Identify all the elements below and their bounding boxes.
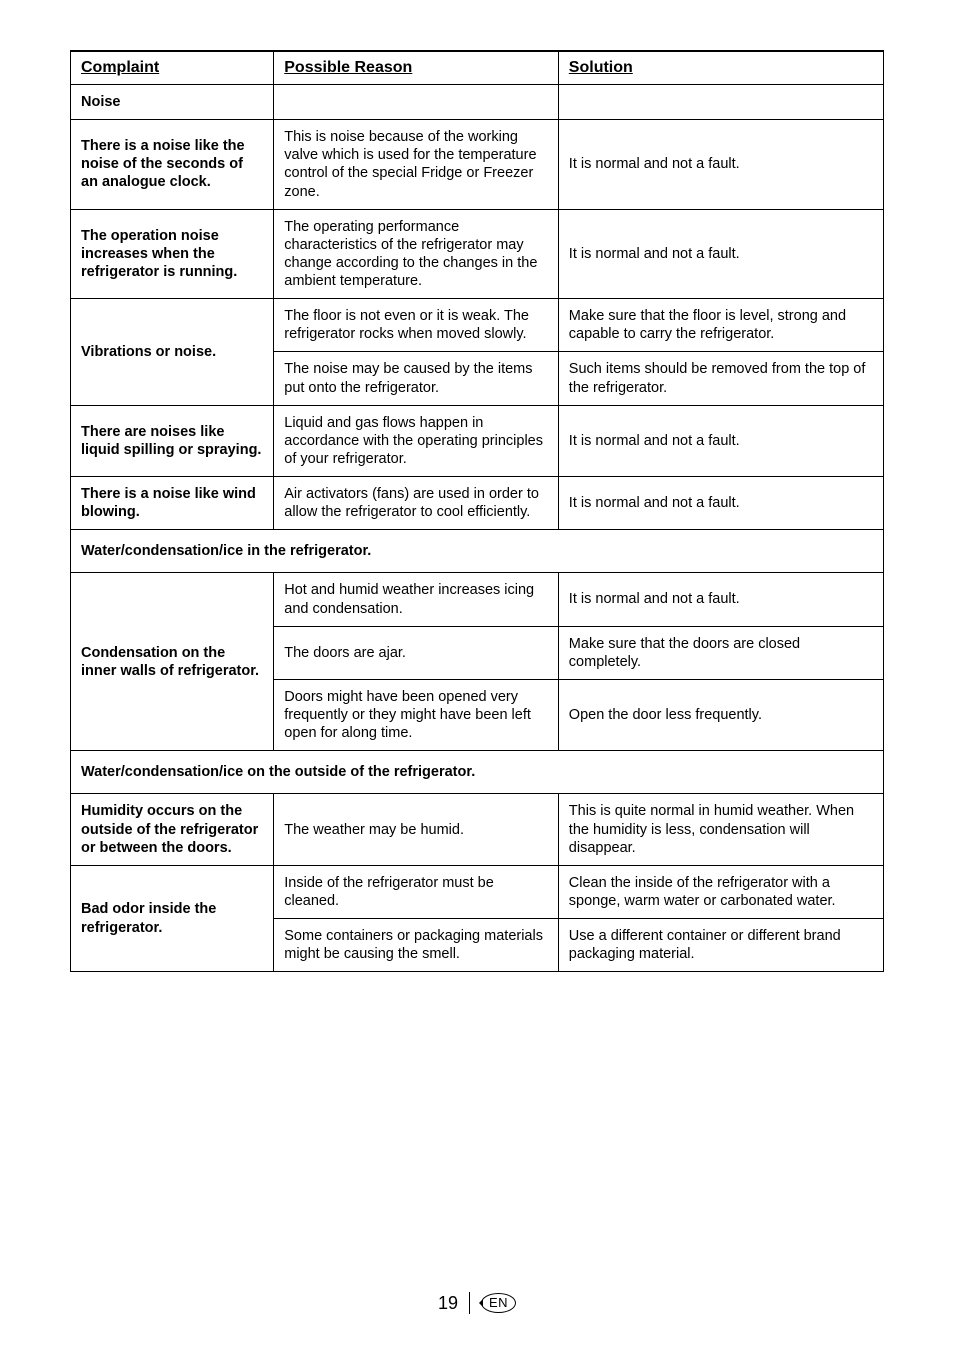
reason-cell: The noise may be caused by the items put… bbox=[274, 352, 559, 405]
table-row: Humidity occurs on the outside of the re… bbox=[71, 794, 884, 865]
complaint-cell: Condensation on the inner walls of refri… bbox=[71, 573, 274, 751]
table-row: Vibrations or noise.The floor is not eve… bbox=[71, 299, 884, 352]
reason-cell: The weather may be humid. bbox=[274, 794, 559, 865]
reason-cell: Doors might have been opened very freque… bbox=[274, 679, 559, 750]
solution-cell bbox=[558, 85, 883, 120]
complaint-cell: Bad odor inside the refrigerator. bbox=[71, 865, 274, 972]
solution-cell: It is normal and not a fault. bbox=[558, 573, 883, 626]
complaint-cell: There is a noise like wind blowing. bbox=[71, 477, 274, 530]
table-row: Bad odor inside the refrigerator.Inside … bbox=[71, 865, 884, 918]
reason-cell: The operating performance characteristic… bbox=[274, 209, 559, 299]
solution-cell: It is normal and not a fault. bbox=[558, 405, 883, 476]
table-row: Noise bbox=[71, 85, 884, 120]
complaint-cell: There are noises like liquid spilling or… bbox=[71, 405, 274, 476]
solution-cell: Make sure that the floor is level, stron… bbox=[558, 299, 883, 352]
table-row: Condensation on the inner walls of refri… bbox=[71, 573, 884, 626]
page-number: 19 bbox=[438, 1293, 458, 1314]
reason-cell: Hot and humid weather increases icing an… bbox=[274, 573, 559, 626]
page-footer: 19 EN bbox=[0, 1292, 954, 1314]
table-row: There is a noise like wind blowing.Air a… bbox=[71, 477, 884, 530]
reason-cell: The floor is not even or it is weak. The… bbox=[274, 299, 559, 352]
solution-cell: It is normal and not a fault. bbox=[558, 209, 883, 299]
reason-cell bbox=[274, 85, 559, 120]
complaint-cell: There is a noise like the noise of the s… bbox=[71, 120, 274, 210]
section-cell: Water/condensation/ice in the refrigerat… bbox=[71, 530, 884, 573]
solution-cell: Clean the inside of the refrigerator wit… bbox=[558, 865, 883, 918]
solution-cell: It is normal and not a fault. bbox=[558, 120, 883, 210]
footer-divider bbox=[469, 1292, 470, 1314]
header-solution: Solution bbox=[558, 51, 883, 85]
reason-cell: This is noise because of the working val… bbox=[274, 120, 559, 210]
section-cell: Water/condensation/ice on the outside of… bbox=[71, 751, 884, 794]
reason-cell: The doors are ajar. bbox=[274, 626, 559, 679]
section-row: Water/condensation/ice in the refrigerat… bbox=[71, 530, 884, 573]
table-row: There is a noise like the noise of the s… bbox=[71, 120, 884, 210]
reason-cell: Some containers or packaging materials m… bbox=[274, 919, 559, 972]
solution-cell: It is normal and not a fault. bbox=[558, 477, 883, 530]
header-reason: Possible Reason bbox=[274, 51, 559, 85]
header-complaint: Complaint bbox=[71, 51, 274, 85]
reason-cell: Air activators (fans) are used in order … bbox=[274, 477, 559, 530]
troubleshooting-table: Complaint Possible Reason Solution Noise… bbox=[70, 50, 884, 972]
solution-cell: Make sure that the doors are closed comp… bbox=[558, 626, 883, 679]
reason-cell: Inside of the refrigerator must be clean… bbox=[274, 865, 559, 918]
section-row: Water/condensation/ice on the outside of… bbox=[71, 751, 884, 794]
solution-cell: This is quite normal in humid weather. W… bbox=[558, 794, 883, 865]
complaint-cell: Humidity occurs on the outside of the re… bbox=[71, 794, 274, 865]
complaint-cell: Vibrations or noise. bbox=[71, 299, 274, 406]
page-container: Complaint Possible Reason Solution Noise… bbox=[0, 0, 954, 1354]
complaint-cell: The operation noise increases when the r… bbox=[71, 209, 274, 299]
language-badge: EN bbox=[481, 1293, 516, 1313]
table-body: NoiseThere is a noise like the noise of … bbox=[71, 85, 884, 972]
solution-cell: Open the door less frequently. bbox=[558, 679, 883, 750]
table-header-row: Complaint Possible Reason Solution bbox=[71, 51, 884, 85]
complaint-cell: Noise bbox=[71, 85, 274, 120]
solution-cell: Such items should be removed from the to… bbox=[558, 352, 883, 405]
solution-cell: Use a different container or different b… bbox=[558, 919, 883, 972]
table-row: There are noises like liquid spilling or… bbox=[71, 405, 884, 476]
table-row: The operation noise increases when the r… bbox=[71, 209, 884, 299]
reason-cell: Liquid and gas flows happen in accordanc… bbox=[274, 405, 559, 476]
